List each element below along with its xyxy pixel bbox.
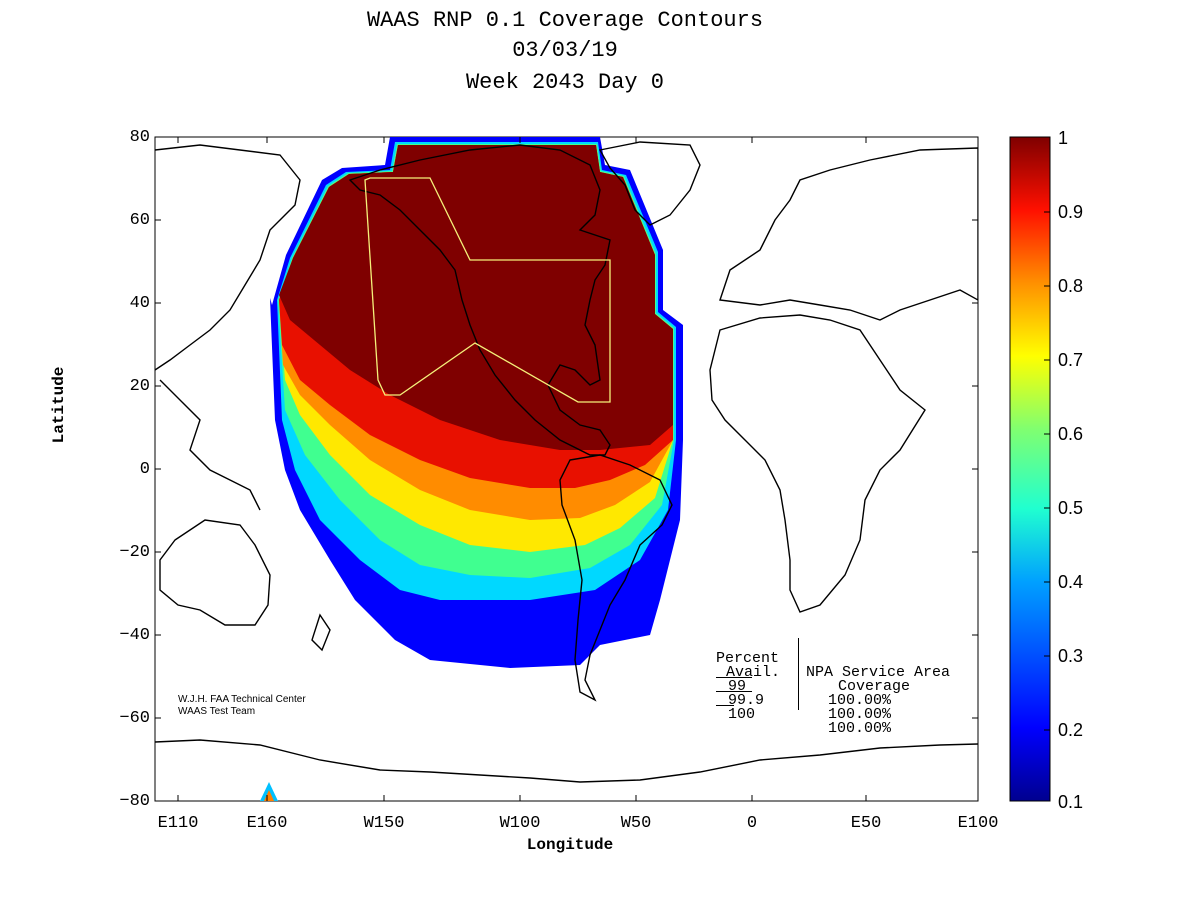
coast-antarctica [155,739,978,783]
table-header-row: Avail. Coverage [716,652,910,694]
header-avail: Avail. [726,664,781,681]
xtick-label: 0 [746,814,758,833]
row-coverage: 100.00% [828,706,892,723]
coast-new-zealand [311,613,331,652]
chart-week-day: Week 2043 Day 0 [465,70,665,95]
xtick-label: E160 [246,814,288,833]
xtick-label: E50 [850,814,882,833]
colorbar-label: 0.8 [1058,276,1084,296]
header-npa: NPA Service Area [806,664,951,681]
colorbar-label: 0.6 [1058,424,1084,444]
colorbar-label: 0.2 [1058,720,1084,740]
coast-greenland [598,141,701,226]
colorbar-label: 0.4 [1058,572,1084,592]
coast-asia-west [155,144,301,371]
ytick-label: −80 [119,792,150,811]
axis-ticks [155,136,978,801]
table-row: 100 100.00% [716,694,891,736]
x-axis-label: Longitude [526,836,614,854]
chart-title: WAAS RNP 0.1 Coverage Contours [366,8,764,33]
row-avail: 100 [728,706,756,723]
row-avail: 99 [728,678,747,695]
header-coverage: Coverage [838,678,911,695]
ytick-label: −20 [119,543,150,562]
ytick-label: −40 [119,626,150,645]
coast-australia [159,519,271,626]
y-axis-label: Latitude [50,366,68,444]
service-area-outline [364,177,611,403]
table-header-row: Percent NPA Service Area [716,638,950,680]
colorbar-label: 1 [1058,128,1069,148]
table-row: 99.9 100.00% [716,680,891,722]
row-avail: 99.9 [728,692,765,709]
credit-text: W.J.H. FAA Technical Center WAAS Test Te… [178,694,306,718]
ytick-label: 80 [129,128,150,147]
ytick-label: 60 [129,211,150,230]
header-percent: Percent [716,650,780,667]
credit-line: WAAS Test Team [178,706,256,717]
colorbar-label: 0.1 [1058,792,1084,812]
ytick-label: 0 [139,460,150,479]
coast-africa [709,314,926,613]
table-separator [798,638,799,710]
xtick-label: E100 [957,814,999,833]
ytick-label: 20 [129,377,150,396]
xtick-label: W50 [620,814,652,833]
ytick-label: −60 [119,709,150,728]
coast-asia-islands [159,379,261,511]
coast-south-america [559,454,673,702]
chart-date: 03/03/19 [512,38,618,63]
coast-europe [719,147,978,321]
colorbar-ticks [1044,211,1050,731]
colorbar-label: 0.9 [1058,202,1084,222]
xtick-label: E110 [157,814,199,833]
xtick-label: W100 [499,814,541,833]
xtick-label: W150 [363,814,405,833]
colorbar-label: 0.3 [1058,646,1084,666]
colorbar-label: 0.5 [1058,498,1084,518]
colorbar-label: 0.7 [1058,350,1084,370]
row-coverage: 100.00% [828,692,892,709]
table-row: 99 100.00% [716,666,891,708]
coverage-stats-table: Percent NPA Service Area Avail. Coverage… [716,638,950,736]
ytick-label: 40 [129,294,150,313]
credit-line: W.J.H. FAA Technical Center [178,694,306,705]
row-coverage: 100.00% [828,720,892,737]
colorbar [1009,136,1051,802]
